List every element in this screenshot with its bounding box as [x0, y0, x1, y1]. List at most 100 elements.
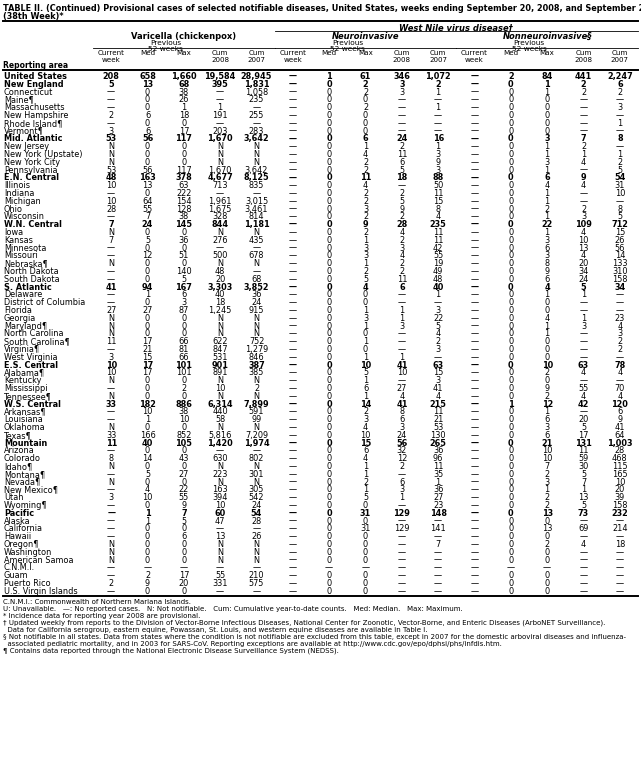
Text: Oregon¶: Oregon¶ — [4, 540, 40, 549]
Text: 0: 0 — [327, 291, 332, 299]
Text: Max: Max — [358, 50, 373, 56]
Text: 41: 41 — [396, 400, 408, 409]
Text: Florida: Florida — [4, 306, 32, 315]
Text: 255: 255 — [249, 111, 264, 120]
Text: 101: 101 — [176, 368, 192, 377]
Text: —: — — [579, 189, 588, 198]
Text: —: — — [289, 87, 297, 97]
Text: 0: 0 — [508, 95, 513, 104]
Text: 88: 88 — [433, 174, 444, 182]
Text: 26: 26 — [179, 95, 189, 104]
Text: 4: 4 — [581, 228, 586, 237]
Text: 0: 0 — [363, 587, 368, 596]
Text: 0: 0 — [145, 392, 150, 401]
Text: 915: 915 — [249, 306, 264, 315]
Text: —: — — [434, 516, 442, 526]
Text: 2: 2 — [399, 213, 404, 221]
Text: * Incidence data for reporting year 2008 are provisional.: * Incidence data for reporting year 2008… — [3, 612, 201, 619]
Text: Rhode Island¶: Rhode Island¶ — [4, 119, 62, 128]
Text: 3: 3 — [363, 205, 368, 213]
Text: E.S. Central: E.S. Central — [4, 361, 58, 369]
Text: 4: 4 — [617, 322, 622, 330]
Text: 2: 2 — [363, 213, 368, 221]
Text: 31: 31 — [360, 524, 370, 534]
Text: 542: 542 — [249, 493, 264, 502]
Text: N: N — [217, 143, 223, 151]
Text: 0: 0 — [363, 571, 368, 580]
Text: 23: 23 — [615, 314, 625, 323]
Text: 3: 3 — [363, 252, 368, 260]
Text: 0: 0 — [181, 446, 187, 456]
Text: Max: Max — [176, 50, 191, 56]
Text: 2: 2 — [363, 79, 369, 89]
Text: —: — — [289, 244, 297, 252]
Text: —: — — [579, 337, 588, 346]
Text: —: — — [470, 220, 478, 229]
Text: 0: 0 — [145, 143, 150, 151]
Text: —: — — [289, 213, 297, 221]
Text: 36: 36 — [433, 446, 444, 456]
Text: —: — — [579, 548, 588, 557]
Text: 38: 38 — [179, 87, 189, 97]
Text: —: — — [107, 119, 115, 128]
Text: 0: 0 — [363, 579, 368, 588]
Text: 0: 0 — [326, 220, 332, 229]
Text: 18: 18 — [615, 540, 625, 549]
Text: 0: 0 — [145, 150, 150, 159]
Text: Previous: Previous — [150, 40, 181, 46]
Text: —: — — [470, 548, 479, 557]
Text: 154: 154 — [176, 197, 192, 206]
Text: 1: 1 — [399, 314, 404, 323]
Text: 0: 0 — [326, 283, 332, 291]
Text: 346: 346 — [394, 72, 410, 81]
Text: 0: 0 — [545, 95, 550, 104]
Text: —: — — [107, 470, 115, 479]
Text: 3: 3 — [436, 150, 441, 159]
Text: 0: 0 — [181, 314, 187, 323]
Text: 26: 26 — [251, 532, 262, 541]
Text: Pacific: Pacific — [4, 509, 34, 518]
Text: N: N — [217, 540, 223, 549]
Text: N: N — [108, 462, 114, 471]
Text: 14: 14 — [615, 252, 625, 260]
Text: 2: 2 — [545, 368, 550, 377]
Text: West Nile virus disease†: West Nile virus disease† — [399, 23, 513, 32]
Text: 0: 0 — [508, 322, 513, 330]
Text: 3: 3 — [617, 330, 622, 338]
Text: 441: 441 — [575, 72, 592, 81]
Text: Maine¶: Maine¶ — [4, 95, 34, 104]
Text: —: — — [289, 189, 297, 198]
Text: —: — — [470, 462, 479, 471]
Text: ¶ Contains data reported through the National Electronic Disease Surveillance Sy: ¶ Contains data reported through the Nat… — [3, 647, 339, 654]
Text: 0: 0 — [545, 103, 550, 112]
Text: 0: 0 — [363, 127, 368, 136]
Text: —: — — [616, 555, 624, 565]
Text: 3: 3 — [181, 298, 187, 307]
Text: —: — — [107, 587, 115, 596]
Text: —: — — [470, 470, 479, 479]
Text: 1: 1 — [363, 143, 368, 151]
Text: —: — — [107, 509, 115, 518]
Text: —: — — [179, 563, 188, 573]
Text: 99: 99 — [251, 415, 262, 425]
Text: —: — — [398, 376, 406, 385]
Text: 4: 4 — [435, 213, 441, 221]
Text: 10: 10 — [179, 415, 189, 425]
Text: 1: 1 — [435, 478, 441, 487]
Text: 0: 0 — [508, 103, 513, 112]
Text: 0: 0 — [327, 143, 332, 151]
Text: 2: 2 — [545, 392, 550, 401]
Text: —: — — [434, 119, 442, 128]
Text: —: — — [470, 228, 479, 237]
Text: —: — — [579, 571, 588, 580]
Text: —: — — [616, 306, 624, 315]
Text: Georgia: Georgia — [4, 314, 37, 323]
Text: 7,209: 7,209 — [245, 431, 268, 440]
Text: 36: 36 — [179, 236, 189, 245]
Text: 11: 11 — [397, 275, 407, 284]
Text: California: California — [4, 524, 43, 534]
Text: 7: 7 — [145, 213, 150, 221]
Text: 1: 1 — [435, 103, 441, 112]
Text: —: — — [434, 548, 442, 557]
Text: —: — — [398, 579, 406, 588]
